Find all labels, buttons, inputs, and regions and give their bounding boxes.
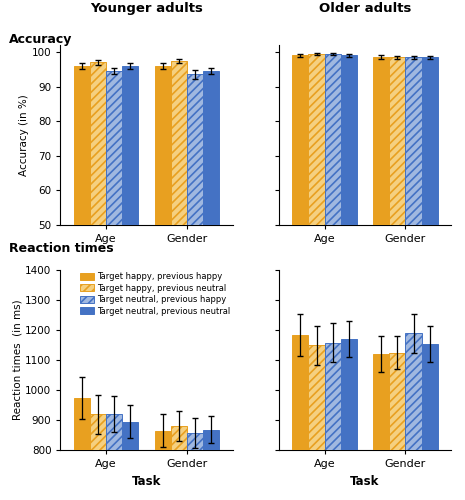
Bar xyxy=(106,414,122,450)
Text: Older adults: Older adults xyxy=(319,2,411,15)
Bar xyxy=(74,66,90,225)
Bar xyxy=(122,66,139,225)
Bar xyxy=(292,56,308,225)
Bar xyxy=(405,333,422,450)
Text: Accuracy: Accuracy xyxy=(9,32,73,46)
Text: Younger adults: Younger adults xyxy=(90,2,203,15)
X-axis label: Task: Task xyxy=(132,474,161,488)
Y-axis label: Accuracy (in %): Accuracy (in %) xyxy=(19,94,29,176)
Bar xyxy=(308,345,325,450)
Bar xyxy=(90,414,106,450)
Bar xyxy=(373,57,389,225)
Bar xyxy=(292,334,308,450)
Bar xyxy=(90,62,106,225)
Bar xyxy=(154,66,171,225)
Bar xyxy=(187,433,203,450)
Bar xyxy=(405,57,422,225)
Bar xyxy=(389,352,405,450)
Bar xyxy=(106,71,122,225)
Bar xyxy=(308,54,325,225)
Bar xyxy=(187,74,203,225)
Bar xyxy=(325,342,341,450)
Text: Reaction times: Reaction times xyxy=(9,242,114,256)
Legend: Target happy, previous happy, Target happy, previous neutral, Target neutral, pr: Target happy, previous happy, Target hap… xyxy=(79,270,232,318)
Bar xyxy=(74,398,90,450)
Bar xyxy=(171,426,187,450)
Bar xyxy=(341,56,357,225)
Bar xyxy=(389,57,405,225)
Bar xyxy=(422,344,438,450)
Bar xyxy=(171,60,187,225)
Bar xyxy=(154,430,171,450)
Y-axis label: Reaction times  (in ms): Reaction times (in ms) xyxy=(13,300,22,420)
Bar xyxy=(203,430,219,450)
Bar xyxy=(203,71,219,225)
Bar xyxy=(422,57,438,225)
Bar xyxy=(325,54,341,225)
X-axis label: Task: Task xyxy=(350,474,380,488)
Bar xyxy=(122,422,139,450)
Bar xyxy=(341,339,357,450)
Bar xyxy=(373,354,389,450)
